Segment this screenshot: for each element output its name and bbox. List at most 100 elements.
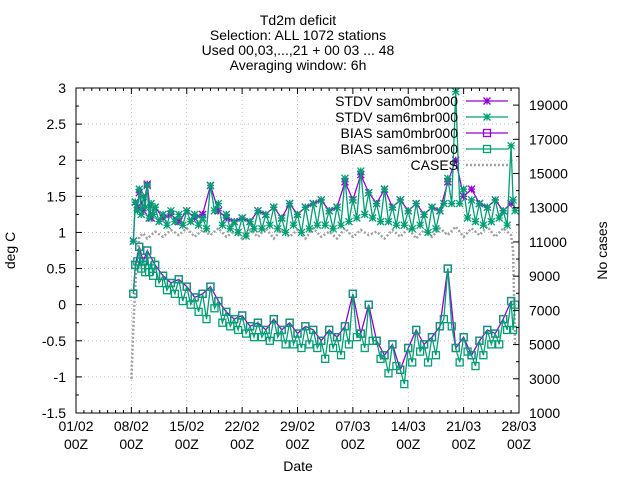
data-point bbox=[141, 203, 150, 212]
data-point bbox=[234, 228, 243, 237]
data-point bbox=[380, 351, 389, 360]
data-point bbox=[412, 199, 421, 208]
data-point bbox=[135, 242, 144, 252]
series-line bbox=[132, 91, 516, 242]
data-point bbox=[174, 275, 183, 284]
data-point bbox=[479, 351, 488, 360]
x-axis-label: Date bbox=[283, 458, 313, 474]
data-point bbox=[190, 214, 199, 222]
y-tick-label: 0.5 bbox=[47, 261, 67, 277]
data-point bbox=[455, 199, 464, 208]
data-point bbox=[190, 293, 199, 302]
data-point bbox=[163, 221, 171, 230]
data-point bbox=[273, 224, 282, 233]
data-point bbox=[495, 340, 504, 349]
title-line: Averaging window: 6h bbox=[230, 57, 367, 73]
x-tick-label: 29/02 bbox=[280, 418, 315, 434]
x-tick-label: 00Z bbox=[64, 436, 89, 452]
data-point bbox=[202, 314, 211, 324]
data-point bbox=[404, 343, 413, 353]
data-point bbox=[174, 210, 183, 219]
x-tick-label: 00Z bbox=[285, 436, 310, 452]
y2-tick-label: 5000 bbox=[529, 337, 560, 353]
data-point bbox=[309, 325, 318, 335]
data-point bbox=[218, 221, 227, 230]
data-point bbox=[412, 325, 421, 335]
data-point bbox=[467, 351, 476, 360]
data-point bbox=[507, 199, 516, 208]
data-point bbox=[242, 232, 251, 241]
legend-label: CASES bbox=[411, 157, 458, 173]
data-point bbox=[150, 260, 160, 270]
data-point bbox=[431, 224, 440, 233]
data-point bbox=[159, 214, 167, 222]
data-point bbox=[508, 325, 518, 335]
x-tick-label: 28/03 bbox=[501, 418, 536, 434]
data-point bbox=[313, 221, 322, 230]
data-point bbox=[137, 210, 146, 219]
legend-label: STDV sam0mbr000 bbox=[335, 93, 458, 109]
data-point bbox=[459, 185, 468, 194]
data-point bbox=[364, 300, 373, 309]
data-point bbox=[253, 206, 262, 215]
x-tick-label: 14/03 bbox=[391, 418, 426, 434]
data-point bbox=[503, 221, 512, 230]
data-point bbox=[348, 195, 357, 204]
data-point bbox=[206, 282, 215, 291]
y-tick-label: 1 bbox=[58, 224, 66, 240]
legend-label: BIAS sam6mbr000 bbox=[341, 141, 459, 157]
data-point bbox=[507, 141, 516, 150]
data-point bbox=[459, 192, 468, 201]
data-point bbox=[301, 322, 310, 331]
data-point bbox=[376, 217, 385, 226]
data-point bbox=[250, 224, 258, 233]
data-point bbox=[269, 203, 278, 212]
y-tick-label: -1 bbox=[54, 369, 67, 385]
data-point bbox=[487, 340, 496, 349]
data-point bbox=[502, 325, 512, 335]
data-point bbox=[301, 203, 310, 212]
data-point bbox=[499, 314, 508, 324]
data-point bbox=[198, 289, 207, 298]
y2-axis: 19000 17000 15000 13000 11000 9000 7000 5000 300… bbox=[513, 97, 568, 421]
data-point bbox=[133, 206, 142, 215]
data-point bbox=[360, 210, 369, 219]
cases-series bbox=[130, 224, 517, 379]
x-tick-label: 00Z bbox=[230, 436, 255, 452]
y2-tick-label: 19000 bbox=[529, 97, 568, 113]
data-point bbox=[257, 224, 266, 233]
data-point bbox=[467, 185, 476, 194]
data-point bbox=[210, 206, 219, 215]
data-point bbox=[237, 311, 247, 320]
data-point bbox=[277, 214, 286, 222]
data-point bbox=[416, 221, 425, 230]
data-point bbox=[471, 217, 480, 226]
data-point bbox=[344, 217, 353, 226]
y-tick-label: 1.5 bbox=[47, 188, 67, 204]
y2-tick-label: 11000 bbox=[529, 234, 567, 250]
data-point bbox=[400, 221, 409, 230]
data-point bbox=[372, 199, 381, 208]
data-point bbox=[305, 340, 314, 349]
data-point bbox=[511, 206, 520, 215]
data-point bbox=[384, 369, 393, 378]
data-point bbox=[332, 333, 342, 342]
data-point bbox=[143, 181, 152, 190]
data-point bbox=[380, 185, 389, 194]
data-point bbox=[491, 329, 500, 338]
data-series bbox=[129, 87, 520, 389]
data-point bbox=[166, 278, 176, 288]
x-tick-label: 00Z bbox=[119, 436, 144, 452]
data-point bbox=[230, 217, 239, 226]
data-point bbox=[129, 289, 138, 298]
data-point bbox=[364, 188, 373, 197]
data-point bbox=[277, 325, 286, 335]
data-point bbox=[495, 214, 504, 222]
data-point bbox=[178, 296, 187, 306]
data-point bbox=[246, 217, 254, 226]
data-point bbox=[348, 289, 358, 298]
data-point bbox=[285, 199, 294, 208]
data-point bbox=[317, 195, 326, 204]
legend-label: STDV sam6mbr000 bbox=[335, 109, 458, 125]
data-point bbox=[396, 195, 405, 204]
